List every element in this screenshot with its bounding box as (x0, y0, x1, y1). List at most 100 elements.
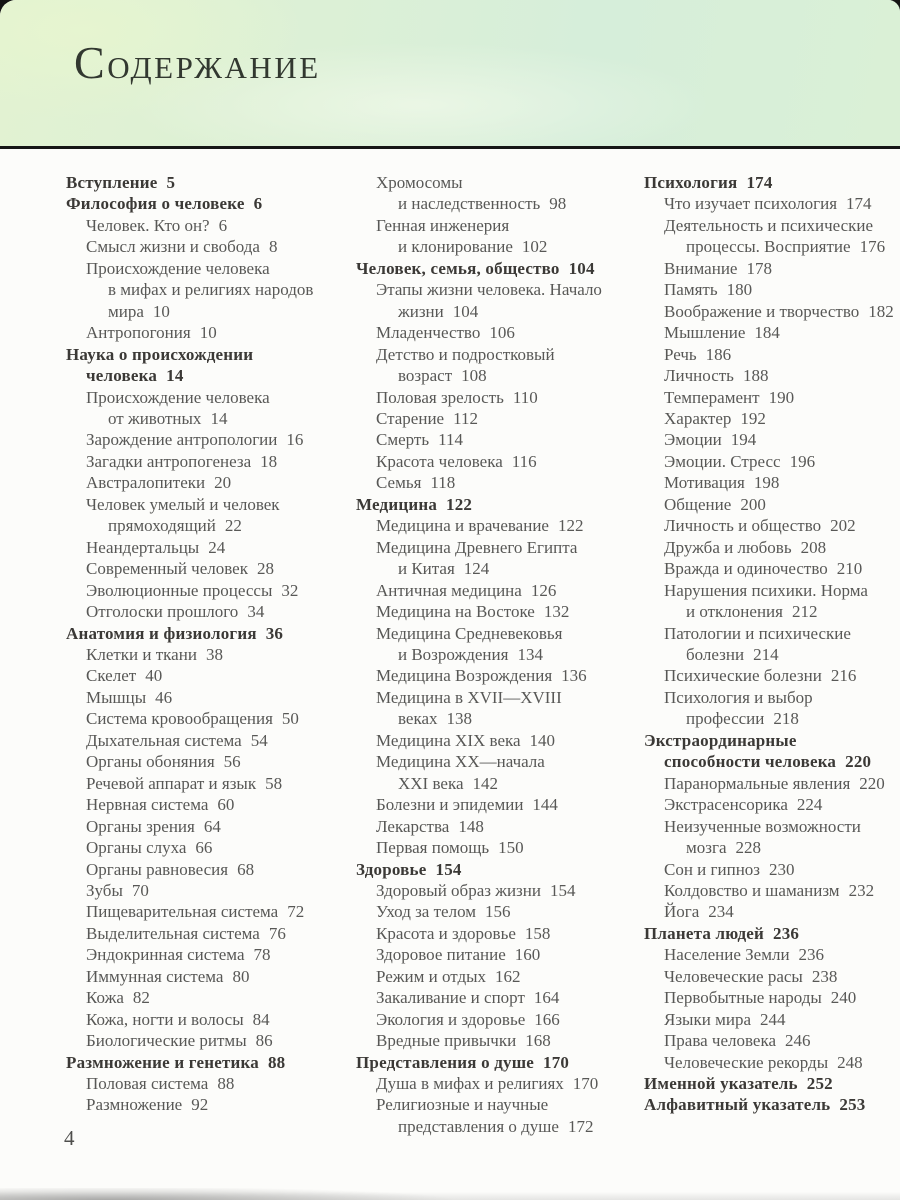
toc-entry-label: и Китая (398, 559, 455, 579)
toc-entry-label: Личность (664, 366, 734, 386)
toc-entry-label: XXI века (398, 773, 464, 793)
toc-entry: Население Земли 236 (644, 944, 894, 965)
toc-entry-label: Кожа (86, 988, 124, 1008)
toc-entry: Именной указатель 252 (644, 1073, 894, 1094)
toc-entry-label: Общение (664, 494, 732, 514)
toc-entry: Антропогония 10 (66, 322, 358, 343)
toc-entry-page: 138 (446, 709, 473, 729)
toc-entry: Сон и гипноз 230 (644, 859, 894, 880)
toc-entry: Здоровое питание 160 (356, 944, 648, 965)
toc-entry: возраст 108 (356, 365, 648, 386)
toc-entry: Психология 174 (644, 172, 894, 193)
toc-entry-page: 124 (463, 559, 490, 579)
toc-entry-page: 210 (836, 559, 863, 579)
toc-entry-label: веках (398, 709, 438, 729)
toc-entry-label: Современный человек (86, 559, 248, 579)
toc-entry-page: 72 (287, 902, 305, 922)
toc-entry-page: 220 (859, 773, 885, 793)
toc-entry: Биологические ритмы 86 (66, 1030, 358, 1051)
toc-entry: Размножение 92 (66, 1094, 358, 1115)
toc-entry-page: 186 (705, 344, 732, 364)
toc-entry-label: Органы слуха (86, 838, 187, 858)
toc-entry: Семья 118 (356, 472, 648, 493)
toc-entry-label: Иммунная система (86, 966, 224, 986)
toc-entry: Младенчество 106 (356, 322, 648, 343)
toc-entry-page: 50 (281, 709, 299, 729)
toc-entry: Алфавитный указатель 253 (644, 1094, 894, 1115)
toc-entry-label: в мифах и религиях народов (108, 280, 314, 300)
toc-entry: профессии 218 (644, 708, 894, 729)
toc-entry-label: Размножение (86, 1095, 183, 1115)
toc-entry-label: Права человека (664, 1031, 777, 1051)
toc-entry-page: 132 (543, 602, 570, 622)
toc-entry-page: 5 (166, 173, 176, 192)
toc-entry: Философия о человеке 6 (66, 193, 358, 214)
toc-entry: и Возрождения 134 (356, 644, 648, 665)
toc-entry-label: и отклонения (686, 602, 783, 622)
toc-entry: Медицина в XVII—XVIII (356, 687, 648, 708)
toc-entry-page: 70 (131, 880, 149, 900)
toc-entry-page: 108 (461, 366, 487, 386)
toc-entry: Вредные привычки 168 (356, 1030, 648, 1051)
toc-entry-label: и Возрождения (398, 644, 509, 664)
toc-entry-page: 236 (798, 945, 825, 965)
toc-entry-page: 22 (224, 516, 242, 536)
toc-entry-page: 164 (533, 988, 560, 1008)
toc-entry: болезни 214 (644, 644, 894, 665)
toc-entry: Иммунная система 80 (66, 966, 358, 987)
toc-entry-page: 106 (489, 323, 515, 343)
toc-entry-label: Половая зрелость (376, 387, 504, 407)
toc-entry-label: Сон и гипноз (664, 859, 761, 879)
toc-entry-label: Кожа, ногти и волосы (86, 1009, 244, 1029)
toc-entry-label: Семья (376, 473, 422, 493)
toc-entry-label: Человеческие расы (664, 966, 803, 986)
toc-entry: XXI века 142 (356, 773, 648, 794)
toc-entry-label: Здоровое питание (376, 945, 506, 965)
toc-entry-label: Языки мира (664, 1009, 751, 1029)
toc-entry-page: 148 (458, 816, 484, 836)
toc-entry-page: 6 (218, 215, 228, 235)
toc-entry-page: 10 (152, 301, 170, 321)
toc-entry-page: 228 (735, 838, 762, 858)
toc-entry-label: Личность и общество (664, 516, 822, 536)
toc-entry-label: Алфавитный указатель (644, 1095, 831, 1115)
toc-entry-label: Неизученные возможности (664, 816, 861, 836)
toc-entry-page: 24 (208, 537, 226, 557)
toc-entry: Органы зрения 64 (66, 816, 358, 837)
toc-entry-page: 46 (155, 687, 173, 707)
toc-entry-page: 180 (726, 280, 753, 300)
toc-entry: Отголоски прошлого 34 (66, 601, 358, 622)
toc-entry-label: Закаливание и спорт (376, 988, 525, 1008)
toc-entry-page: 20 (214, 473, 232, 493)
toc-entry-page: 6 (253, 194, 263, 214)
toc-entry-page: 170 (543, 1052, 570, 1072)
toc-entry-label: Человек умелый и человек (86, 494, 280, 514)
toc-entry-label: Эмоции. Стресс (664, 451, 781, 471)
toc-entry: Религиозные и научные (356, 1094, 648, 1115)
toc-entry: Здоровый образ жизни 154 (356, 880, 648, 901)
header-divider-rule (0, 146, 900, 149)
toc-entry-label: Воображение и творчество (664, 301, 860, 321)
toc-entry-page: 144 (532, 795, 558, 815)
toc-entry-label: Население Земли (664, 945, 790, 965)
toc-entry: и Китая 124 (356, 558, 648, 579)
toc-entry-page: 230 (769, 859, 795, 879)
toc-entry-label: Йога (664, 902, 700, 922)
toc-entry-page: 150 (498, 838, 524, 858)
toc-entry-page: 182 (868, 301, 894, 321)
toc-entry-page: 58 (265, 773, 283, 793)
toc-entry: Кожа 82 (66, 987, 358, 1008)
toc-entry-label: Что изучает психология (664, 194, 838, 214)
toc-entry: Красота и здоровье 158 (356, 923, 648, 944)
toc-entry: Хромосомы (356, 172, 648, 193)
toc-entry-label: Система кровообращения (86, 709, 273, 729)
toc-entry-page: 118 (430, 473, 456, 493)
toc-entry-label: Зубы (86, 880, 123, 900)
toc-entry-label: Этапы жизни человека. Начало (376, 280, 602, 300)
toc-entry: Нервная система 60 (66, 794, 358, 815)
toc-entry-label: способности человека (664, 752, 837, 772)
toc-entry-page: 236 (773, 923, 800, 943)
toc-entry-label: Античная медицина (376, 580, 522, 600)
toc-entry: Режим и отдых 162 (356, 966, 648, 987)
toc-entry: Эндокринная система 78 (66, 944, 358, 965)
